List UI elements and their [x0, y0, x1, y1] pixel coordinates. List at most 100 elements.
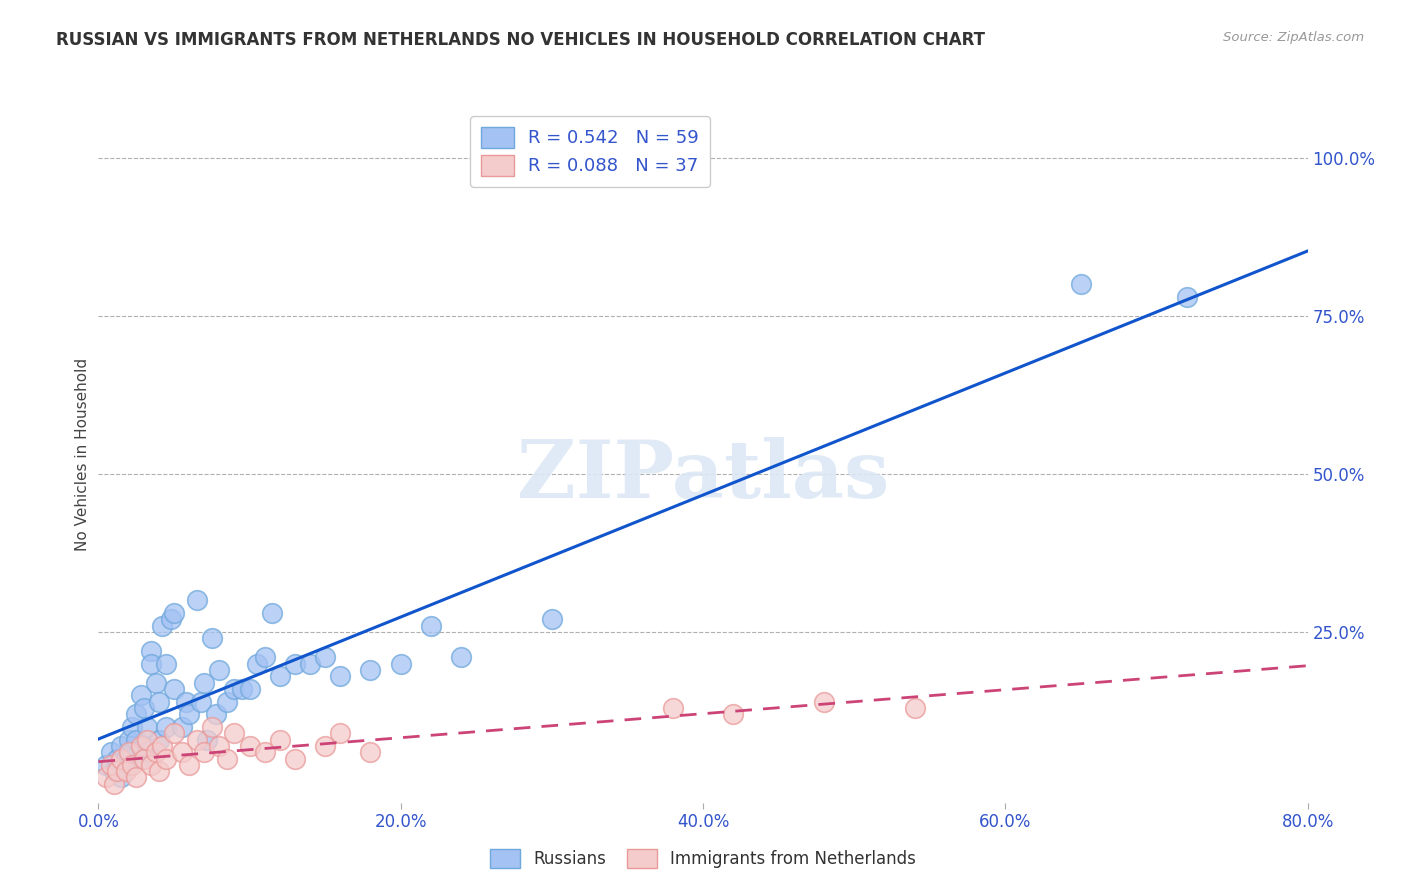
- Point: [208, 663, 231, 677]
- Point: [329, 669, 352, 683]
- Point: [540, 612, 562, 626]
- Point: [195, 732, 218, 747]
- Point: [129, 688, 152, 702]
- Point: [121, 720, 143, 734]
- Point: [121, 745, 143, 759]
- Y-axis label: No Vehicles in Household: No Vehicles in Household: [75, 359, 90, 551]
- Point: [450, 650, 472, 665]
- Point: [145, 745, 167, 759]
- Point: [193, 745, 215, 759]
- Point: [190, 695, 212, 709]
- Point: [208, 739, 231, 753]
- Point: [360, 745, 382, 759]
- Point: [141, 657, 163, 671]
- Point: [163, 726, 186, 740]
- Point: [114, 751, 136, 765]
- Point: [231, 681, 253, 696]
- Point: [813, 695, 835, 709]
- Point: [125, 707, 148, 722]
- Point: [94, 757, 117, 772]
- Point: [314, 739, 336, 753]
- Point: [224, 681, 246, 696]
- Text: Source: ZipAtlas.com: Source: ZipAtlas.com: [1223, 31, 1364, 45]
- Point: [1070, 277, 1092, 292]
- Point: [179, 757, 201, 772]
- Point: [148, 695, 170, 709]
- Point: [155, 751, 177, 765]
- Text: ZIPatlas: ZIPatlas: [517, 437, 889, 515]
- Point: [114, 764, 136, 779]
- Point: [186, 732, 208, 747]
- Point: [420, 618, 443, 632]
- Point: [170, 720, 193, 734]
- Point: [201, 720, 224, 734]
- Point: [262, 606, 284, 620]
- Point: [193, 675, 215, 690]
- Point: [118, 757, 141, 772]
- Point: [253, 650, 276, 665]
- Point: [329, 726, 352, 740]
- Point: [135, 720, 157, 734]
- Point: [125, 732, 148, 747]
- Point: [110, 751, 132, 765]
- Point: [100, 757, 122, 772]
- Point: [132, 739, 155, 753]
- Point: [662, 701, 685, 715]
- Point: [239, 681, 262, 696]
- Point: [160, 612, 183, 626]
- Point: [118, 732, 141, 747]
- Point: [284, 751, 307, 765]
- Point: [904, 701, 927, 715]
- Point: [129, 739, 152, 753]
- Point: [148, 764, 170, 779]
- Point: [94, 771, 117, 785]
- Point: [110, 771, 132, 785]
- Point: [224, 726, 246, 740]
- Point: [1175, 290, 1198, 304]
- Point: [141, 757, 163, 772]
- Point: [135, 745, 157, 759]
- Legend: Russians, Immigrants from Netherlands: Russians, Immigrants from Netherlands: [484, 842, 922, 874]
- Point: [100, 745, 122, 759]
- Point: [253, 745, 276, 759]
- Point: [110, 739, 132, 753]
- Point: [121, 757, 143, 772]
- Point: [174, 695, 197, 709]
- Point: [284, 657, 307, 671]
- Point: [723, 707, 745, 722]
- Point: [105, 764, 128, 779]
- Point: [170, 745, 193, 759]
- Point: [129, 751, 152, 765]
- Point: [163, 606, 186, 620]
- Point: [148, 732, 170, 747]
- Point: [150, 739, 173, 753]
- Point: [155, 657, 177, 671]
- Point: [215, 751, 238, 765]
- Point: [132, 701, 155, 715]
- Point: [314, 650, 336, 665]
- Point: [105, 751, 128, 765]
- Point: [118, 745, 141, 759]
- Point: [269, 669, 291, 683]
- Text: RUSSIAN VS IMMIGRANTS FROM NETHERLANDS NO VEHICLES IN HOUSEHOLD CORRELATION CHAR: RUSSIAN VS IMMIGRANTS FROM NETHERLANDS N…: [56, 31, 986, 49]
- Point: [186, 593, 208, 607]
- Point: [150, 618, 173, 632]
- Point: [145, 675, 167, 690]
- Point: [141, 644, 163, 658]
- Point: [163, 681, 186, 696]
- Point: [360, 663, 382, 677]
- Point: [239, 739, 262, 753]
- Point: [201, 632, 224, 646]
- Point: [205, 707, 228, 722]
- Point: [103, 777, 125, 791]
- Point: [246, 657, 269, 671]
- Point: [269, 732, 291, 747]
- Point: [179, 707, 201, 722]
- Point: [215, 695, 238, 709]
- Point: [389, 657, 412, 671]
- Point: [103, 764, 125, 779]
- Point: [299, 657, 322, 671]
- Point: [135, 732, 157, 747]
- Point: [132, 751, 155, 765]
- Point: [125, 771, 148, 785]
